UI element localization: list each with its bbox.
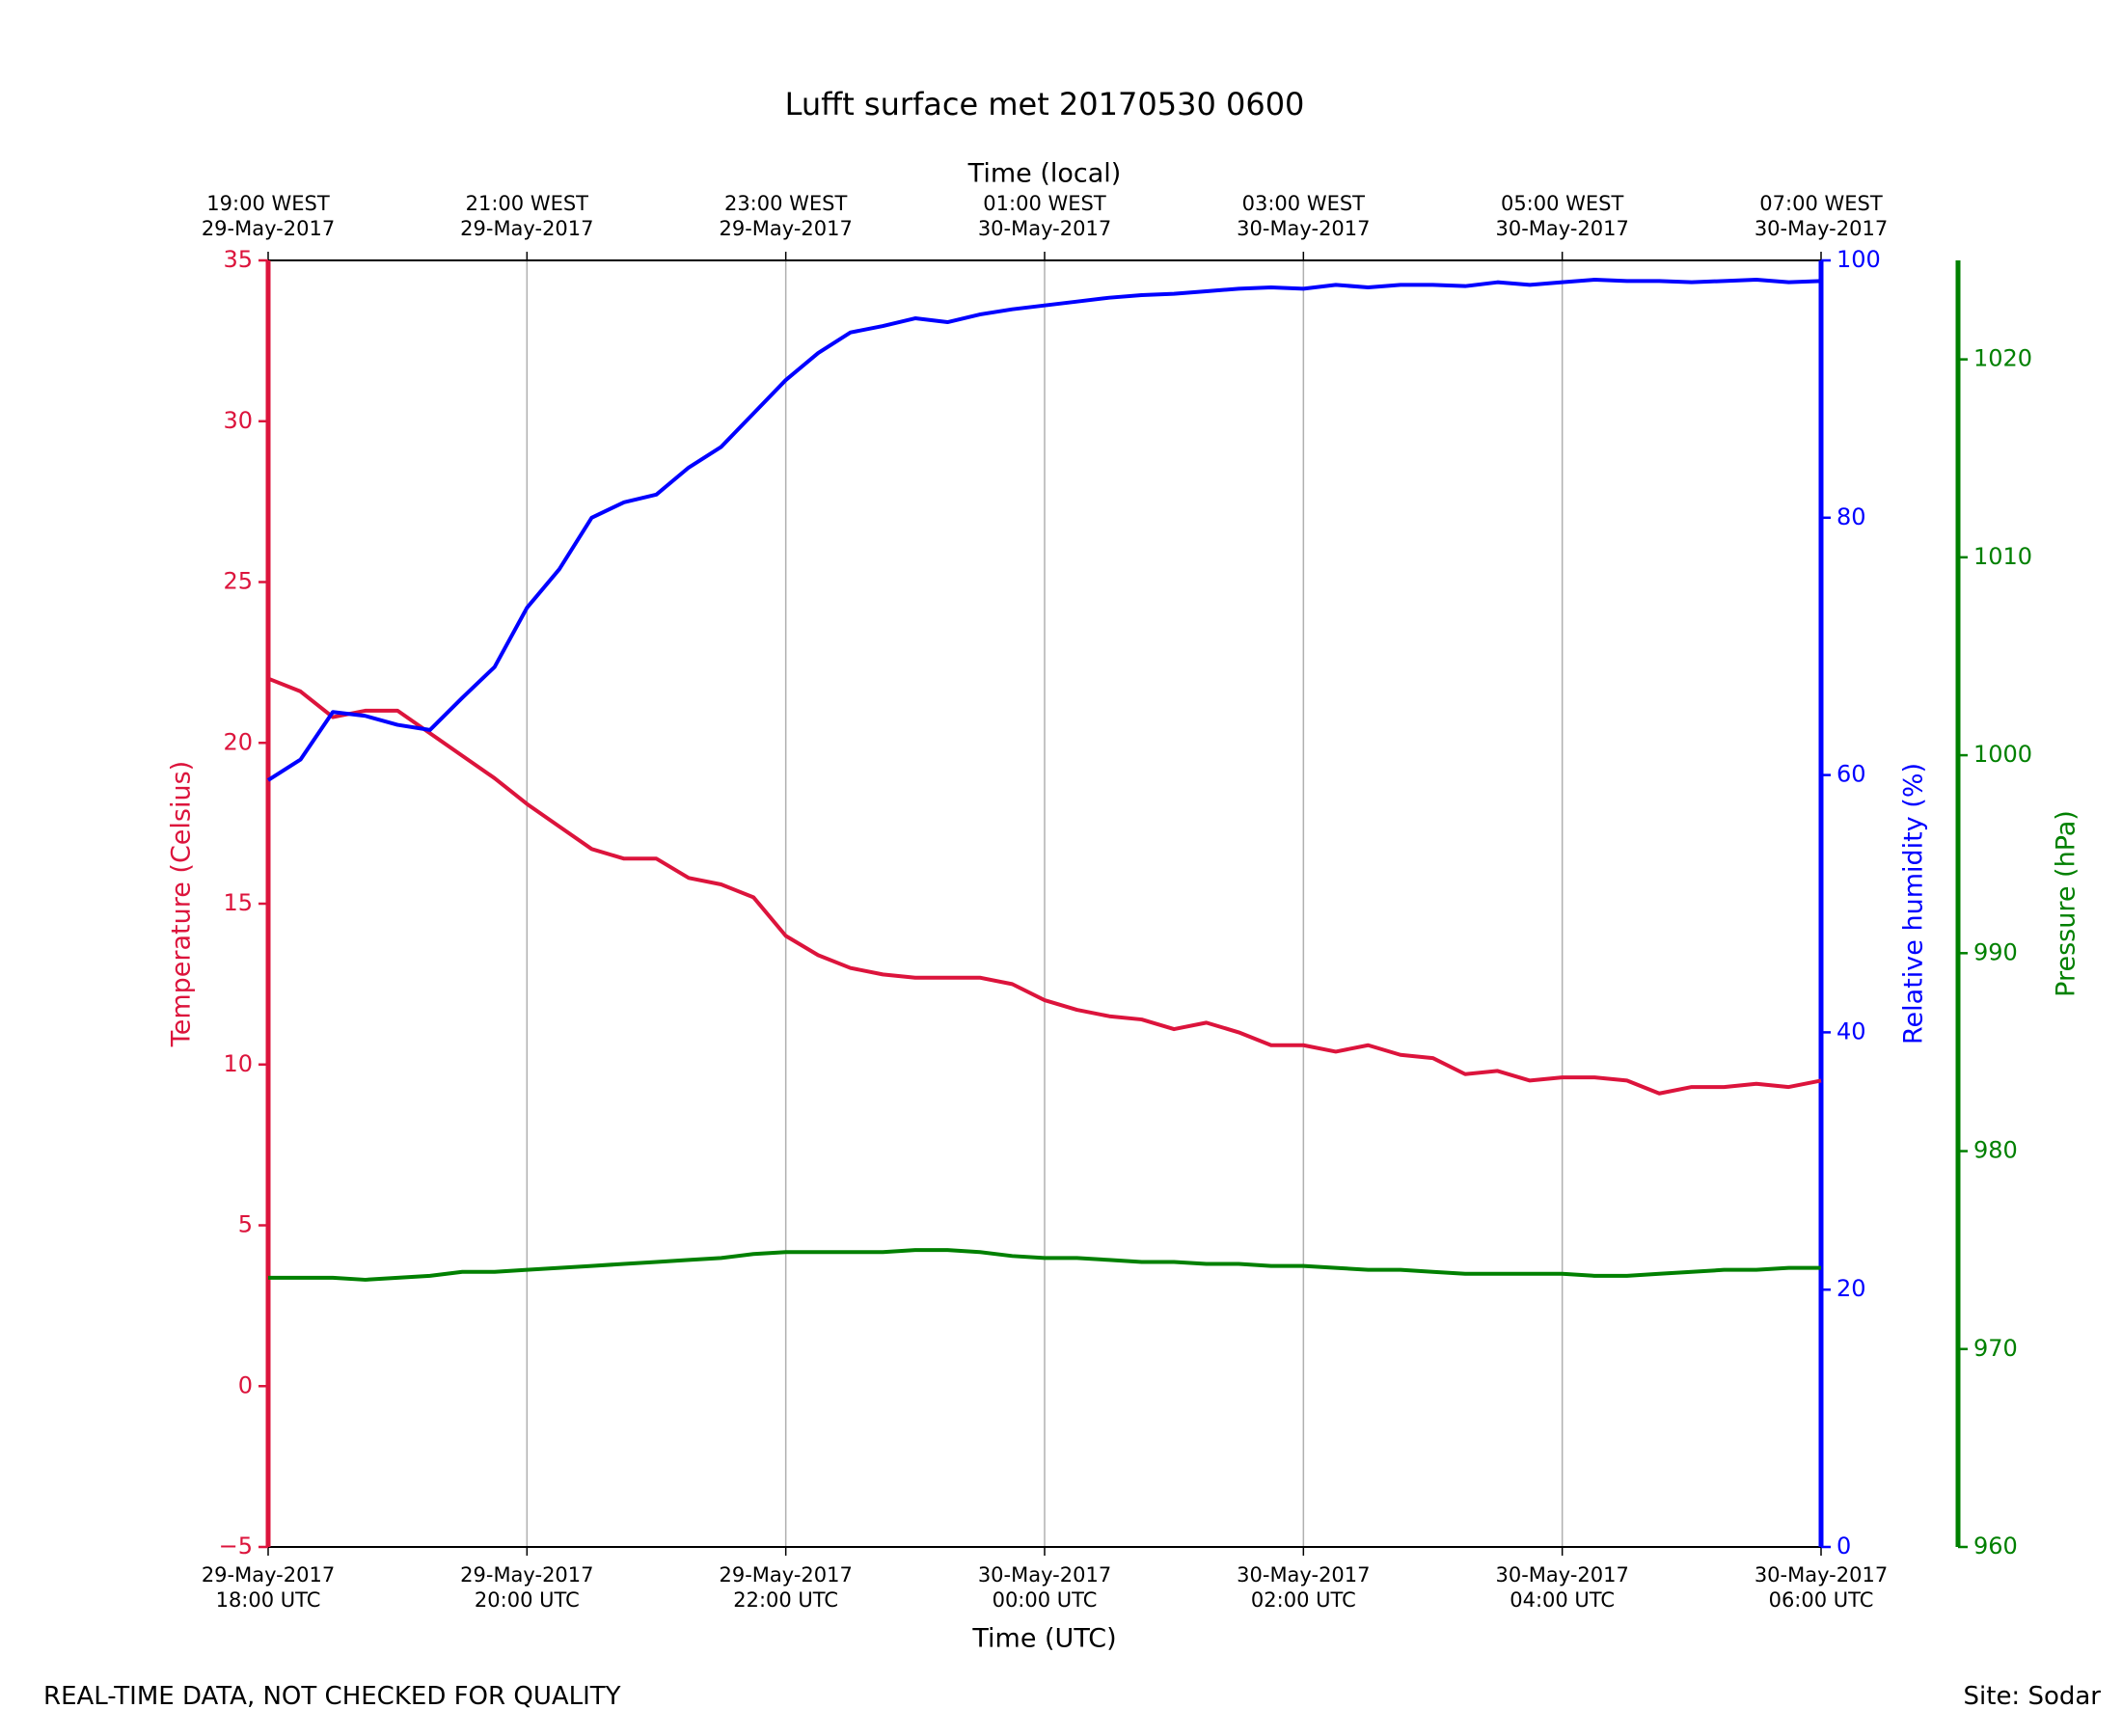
y-tick-label: 35 <box>223 246 253 273</box>
y3-tick-label: 970 <box>1973 1335 2018 1362</box>
y2-tick-label: 60 <box>1836 761 1866 788</box>
x2-tick-label: 05:00 WEST 30-May-2017 <box>1495 192 1629 240</box>
site-note: Site: Sodar <box>1963 1682 2101 1711</box>
y2-tick-label: 0 <box>1836 1533 1851 1560</box>
y2-tick-label: 80 <box>1836 503 1866 530</box>
y3-tick-label: 1010 <box>1973 543 2032 570</box>
y3-tick-label: 960 <box>1973 1533 2018 1560</box>
series-line <box>267 676 1822 1096</box>
x2-tick-label: 07:00 WEST 30-May-2017 <box>1754 192 1889 240</box>
x2-axis-label: Time (local) <box>967 159 1122 189</box>
y-tick-label: −5 <box>219 1533 253 1560</box>
y-tick-label: 10 <box>223 1050 253 1077</box>
y2-axis-label: Relative humidity (%) <box>1899 763 1929 1044</box>
x-tick-label: 29-May-2017 20:00 UTC <box>460 1563 594 1612</box>
y2-tick-label: 20 <box>1836 1275 1866 1302</box>
x2-tick-label: 01:00 WEST 30-May-2017 <box>977 192 1112 240</box>
y2-tick-label: 40 <box>1836 1017 1866 1044</box>
x-tick-label: 30-May-2017 00:00 UTC <box>977 1563 1112 1612</box>
y-tick-label: 0 <box>238 1371 253 1398</box>
y3-axis-label: Pressure (hPa) <box>2052 810 2081 997</box>
y-axis-label: Temperature (Celsius) <box>167 761 197 1047</box>
x-tick-label: 30-May-2017 06:00 UTC <box>1754 1563 1889 1612</box>
quality-note: REAL-TIME DATA, NOT CHECKED FOR QUALITY <box>43 1682 621 1711</box>
y-tick-label: 20 <box>223 728 253 755</box>
chart-title: Lufft surface met 20170530 0600 <box>785 86 1305 122</box>
series-line <box>268 1248 1821 1282</box>
y3-tick-label: 990 <box>1973 938 2018 965</box>
y-tick-label: 30 <box>223 407 253 434</box>
y2-tick-label: 100 <box>1836 246 1881 273</box>
x2-tick-label: 19:00 WEST 29-May-2017 <box>201 192 336 240</box>
series-line <box>266 278 1822 782</box>
y3-tick-label: 980 <box>1973 1137 2018 1164</box>
y-tick-label: 15 <box>223 889 253 916</box>
x2-tick-label: 21:00 WEST 29-May-2017 <box>460 192 594 240</box>
x2-tick-label: 03:00 WEST 30-May-2017 <box>1237 192 1371 240</box>
y3-tick-label: 1000 <box>1973 741 2032 768</box>
x-axis-label: Time (UTC) <box>971 1624 1116 1654</box>
x-tick-label: 30-May-2017 04:00 UTC <box>1495 1563 1629 1612</box>
x-tick-label: 30-May-2017 02:00 UTC <box>1237 1563 1371 1612</box>
x2-tick-label: 23:00 WEST 29-May-2017 <box>719 192 853 240</box>
y-tick-label: 5 <box>238 1211 253 1238</box>
y-tick-label: 25 <box>223 568 253 595</box>
x-tick-label: 29-May-2017 18:00 UTC <box>201 1563 336 1612</box>
y3-tick-label: 1020 <box>1973 345 2032 372</box>
x-tick-label: 29-May-2017 22:00 UTC <box>719 1563 853 1612</box>
